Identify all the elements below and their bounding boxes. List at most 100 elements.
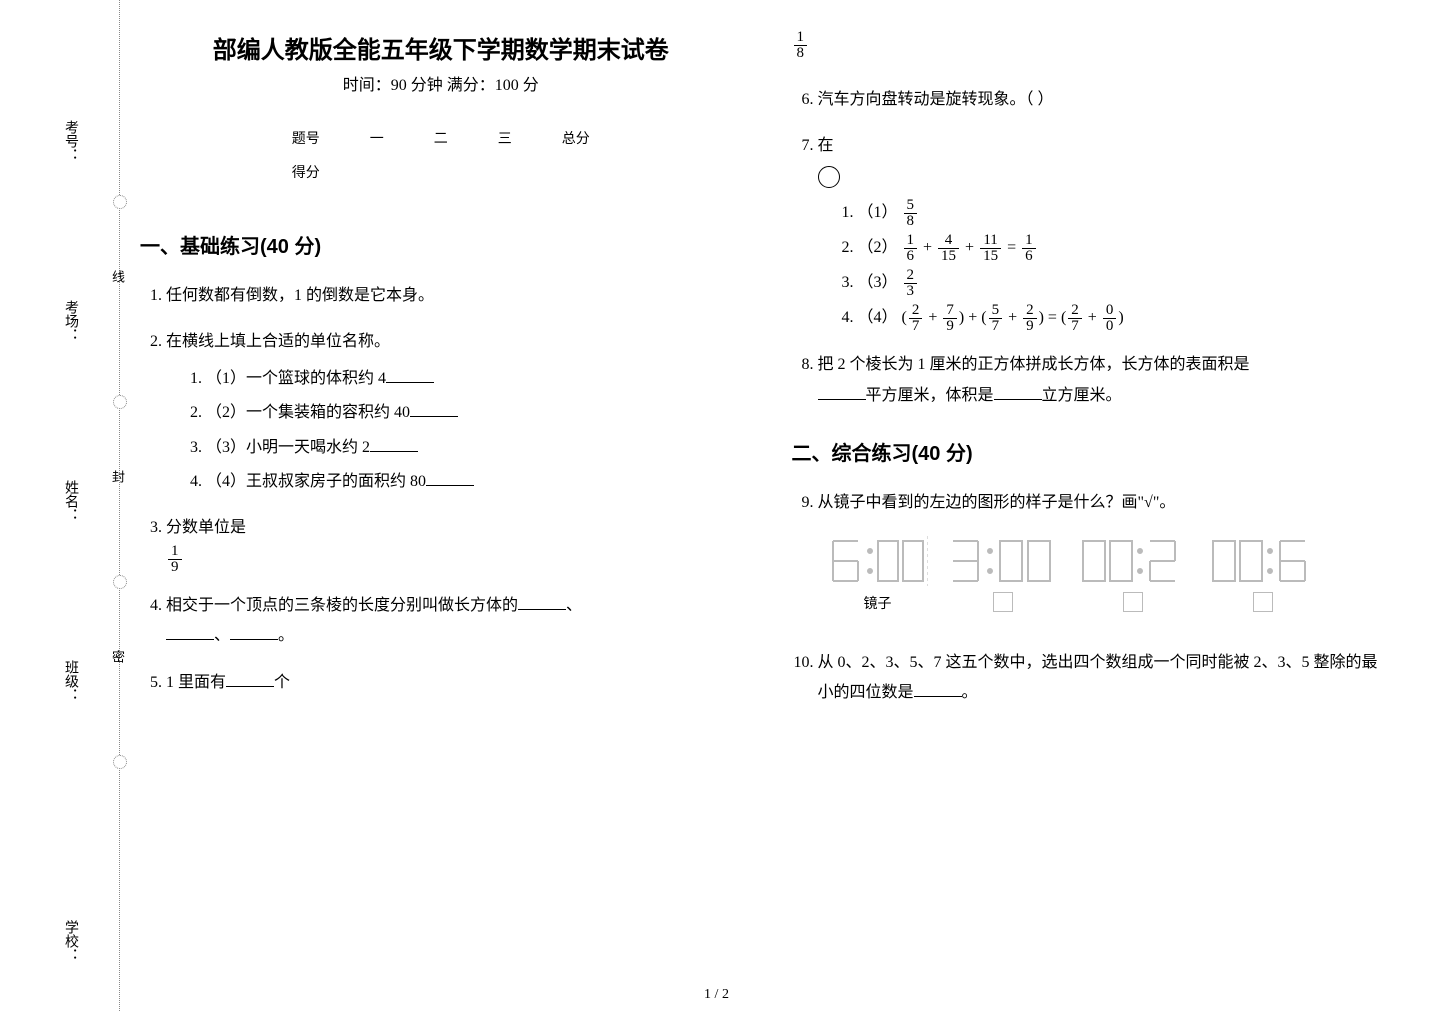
q8-text-a: 把 2 个棱长为 1 厘米的正方体拼成长方体，长方体的表面积是 — [818, 356, 1250, 373]
question-1: 任何数都有倒数，1 的倒数是它本身。 — [166, 281, 742, 311]
frac-den: 15 — [938, 249, 959, 264]
page-content: 部编人教版全能五年级下学期数学期末试卷 时间：90 分钟 满分：100 分 题号… — [140, 20, 1393, 991]
question-3: 分数单位是 19 — [166, 513, 742, 574]
frac-den: 8 — [794, 46, 808, 61]
binding-line-seg: 封 — [108, 470, 127, 493]
score-header-cell: 二 — [410, 122, 472, 154]
q5-text-b: 个 — [274, 674, 290, 691]
binding-column: 考号： 考场： 姓名： 班级： 学校： 线 封 密 — [50, 0, 120, 1011]
q7-pre: （3） — [858, 274, 898, 291]
frac-num: 2 — [1023, 303, 1037, 319]
q10-text-a: 从 0、2、3、5、7 这五个数中，选出四个数组成一个同时能被 2、3、5 整除… — [818, 654, 1378, 701]
binding-line-seg: 密 — [108, 650, 127, 673]
frac-den: 9 — [1023, 319, 1037, 334]
fraction: 29 — [1023, 303, 1037, 334]
binding-label-room: 考场： — [60, 300, 80, 342]
frac-num: 5 — [989, 303, 1003, 319]
fill-blank[interactable] — [518, 594, 566, 610]
q5-text-a: 1 里面有 — [166, 674, 226, 691]
fraction: 79 — [943, 303, 957, 334]
q2-sublist: （1）一个篮球的体积约 4 （2）一个集装箱的容积约 40 （3）小明一天喝水约… — [166, 364, 742, 498]
frac-den: 9 — [943, 319, 957, 334]
question-8: 把 2 个棱长为 1 厘米的正方体拼成长方体，长方体的表面积是 平方厘米，体积是… — [818, 350, 1394, 411]
section2-heading: 二、综合练习(40 分) — [792, 437, 1394, 466]
fraction: 1115 — [980, 233, 1001, 264]
cut-circle — [113, 755, 127, 769]
q7-sublist: （1） 58 （2） 16 + 415 + 1115 = 16 （3） 23 — [818, 198, 1394, 334]
fraction: 00 — [1103, 303, 1117, 334]
fill-blank[interactable] — [230, 624, 278, 640]
list-item: （4）王叔叔家房子的面积约 80 — [206, 467, 742, 497]
question-list-cont: 汽车方向盘转动是旋转现象。（ ） 在 （1） 58 （2） 16 + 415 +… — [792, 85, 1394, 411]
mirror-option-a — [948, 536, 1058, 623]
frac-den: 7 — [989, 319, 1003, 334]
list-item: （1） 58 — [858, 198, 1394, 229]
fill-blank[interactable] — [914, 681, 962, 697]
q4-text: 相交于一个顶点的三条棱的长度分别叫做长方体的 — [166, 597, 518, 614]
q7-pre: （1） — [858, 204, 898, 221]
q4-sep: 、 — [566, 597, 582, 614]
list-item: （1）一个篮球的体积约 4 — [206, 364, 742, 394]
left-column: 部编人教版全能五年级下学期数学期末试卷 时间：90 分钟 满分：100 分 题号… — [140, 20, 742, 991]
fraction: 415 — [938, 233, 959, 264]
score-row-label: 得分 — [268, 156, 344, 188]
fill-blank[interactable] — [166, 624, 214, 640]
score-table: 题号 一 二 三 总分 得分 — [266, 120, 616, 190]
question-list-s2: 从镜子中看到的左边的图形的样子是什么？画"√"。 镜子 — [792, 488, 1394, 709]
option-checkbox[interactable] — [1253, 592, 1273, 612]
list-item: （4） (27 + 79) + (57 + 29) = (27 + 00) — [858, 303, 1394, 334]
option-checkbox[interactable] — [1123, 592, 1143, 612]
frac-num: 0 — [1103, 303, 1117, 319]
mirror-label: 镜子 — [828, 592, 928, 619]
fill-blank[interactable] — [818, 384, 866, 400]
fill-blank[interactable] — [226, 671, 274, 687]
right-column: 18 汽车方向盘转动是旋转现象。（ ） 在 （1） 58 （2） 16 + 41… — [792, 20, 1394, 991]
fill-blank[interactable] — [386, 367, 434, 383]
fill-blank[interactable] — [370, 436, 418, 452]
fraction: 27 — [1068, 303, 1082, 334]
score-header-cell: 三 — [474, 122, 536, 154]
cut-circle — [113, 575, 127, 589]
q2-item-text: （1）一个篮球的体积约 4 — [206, 370, 386, 387]
q9-text: 从镜子中看到的左边的图形的样子是什么？画"√"。 — [818, 494, 1176, 511]
frac-num: 2 — [1068, 303, 1082, 319]
table-row: 题号 一 二 三 总分 — [268, 122, 614, 154]
frac-num: 1 — [904, 233, 918, 249]
list-item: （3） 23 — [858, 268, 1394, 299]
frac-num: 7 — [943, 303, 957, 319]
q3-text: 分数单位是 — [166, 519, 246, 536]
fill-blank[interactable] — [410, 401, 458, 417]
section1-heading: 一、基础练习(40 分) — [140, 230, 742, 259]
fill-blank[interactable] — [426, 470, 474, 486]
frac-den: 3 — [904, 284, 918, 299]
question-4: 相交于一个顶点的三条棱的长度分别叫做长方体的、 、。 — [166, 591, 742, 652]
binding-label-name: 姓名： — [60, 480, 80, 522]
frac-num: 2 — [909, 303, 923, 319]
q7-pre: （2） — [858, 239, 898, 256]
frac-num: 11 — [980, 233, 1001, 249]
fill-blank[interactable] — [994, 384, 1042, 400]
fraction: 18 — [794, 30, 808, 61]
frac-den: 7 — [909, 319, 923, 334]
question-5: 1 里面有 个 — [166, 668, 742, 698]
fraction: 16 — [1022, 233, 1036, 264]
frac-den: 0 — [1103, 319, 1117, 334]
frac-den: 6 — [1022, 249, 1036, 264]
score-header-cell: 总分 — [538, 122, 614, 154]
frac-den: 7 — [1068, 319, 1082, 334]
list-item: （2） 16 + 415 + 1115 = 16 — [858, 233, 1394, 264]
fraction: 16 — [904, 233, 918, 264]
q2-item-text: （2）一个集装箱的容积约 40 — [206, 404, 410, 421]
q4-end: 。 — [278, 627, 294, 644]
binding-label-exam-id: 考号： — [60, 120, 80, 162]
q10-text-b: 。 — [962, 684, 978, 701]
q7-text: 在 — [818, 137, 834, 154]
exam-subtitle: 时间：90 分钟 满分：100 分 — [140, 71, 742, 95]
q7-pre: （4） — [858, 309, 898, 326]
binding-line-seg: 线 — [108, 270, 127, 293]
fraction: 57 — [989, 303, 1003, 334]
option-checkbox[interactable] — [993, 592, 1013, 612]
fraction: 58 — [904, 198, 918, 229]
question-9: 从镜子中看到的左边的图形的样子是什么？画"√"。 镜子 — [818, 488, 1394, 624]
fraction: 23 — [904, 268, 918, 299]
